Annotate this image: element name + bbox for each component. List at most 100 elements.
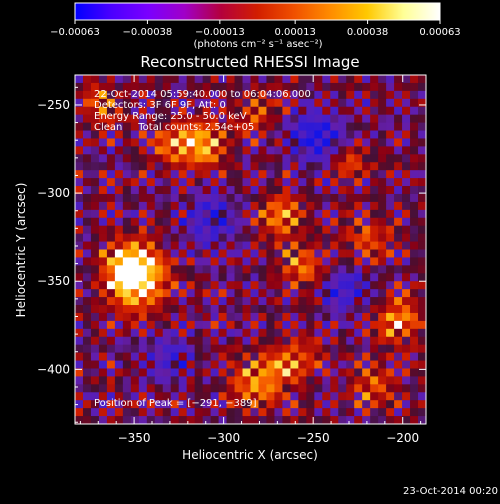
heat-cell [402, 289, 411, 298]
heat-cell [274, 281, 283, 290]
heat-cell [346, 114, 355, 123]
heat-cell [362, 201, 371, 211]
heat-cell [90, 217, 100, 227]
heat-cell [370, 257, 379, 266]
heat-cell [242, 162, 251, 171]
heat-cell [178, 281, 188, 290]
heat-cell [314, 281, 323, 290]
heat-cell [154, 281, 164, 290]
heat-cell [322, 186, 331, 195]
heat-cell [274, 305, 283, 314]
heat-cell [250, 122, 259, 131]
heat-cell [346, 336, 355, 346]
heat-cell [154, 130, 164, 139]
heat-cell [202, 170, 212, 179]
heat-cell [306, 154, 315, 163]
heat-cell [98, 400, 108, 409]
heat-cell [418, 352, 427, 361]
heat-cell [210, 82, 219, 92]
heat-cell [402, 114, 411, 123]
heat-cell [386, 241, 395, 250]
heat-cell [266, 368, 275, 377]
heat-cell [386, 90, 395, 100]
heat-cell [234, 106, 243, 116]
heat-cell [362, 154, 371, 163]
heat-cell [346, 201, 355, 211]
heat-cell [378, 114, 387, 123]
heat-cell [138, 82, 148, 92]
heat-cell [75, 328, 84, 338]
heat-cell [162, 225, 172, 235]
heat-cell [362, 360, 371, 369]
heat-cell [218, 305, 227, 314]
heat-cell [82, 328, 92, 338]
heat-cell [194, 257, 204, 266]
heat-cell [362, 90, 371, 100]
heat-cell [346, 352, 355, 361]
heat-cell [362, 130, 371, 139]
heat-cell [202, 90, 212, 100]
heat-cell [306, 320, 315, 330]
info-annotations: 22-Oct-2014 05:59:40.000 to 06:04:06.000… [94, 89, 311, 409]
heat-cell [370, 75, 379, 84]
heat-cell [410, 241, 419, 250]
plot-frame [74, 74, 427, 425]
heat-cell [186, 193, 196, 203]
heat-cell [202, 392, 212, 401]
heat-cell [234, 146, 243, 155]
heat-cell [362, 368, 371, 377]
heat-cell [146, 162, 156, 171]
heat-cell [186, 336, 196, 346]
heat-cell [418, 186, 427, 195]
heat-cell [146, 75, 156, 84]
heat-cell [418, 130, 427, 139]
heat-cell [250, 233, 259, 242]
heat-cell [330, 328, 339, 338]
heat-cell [194, 416, 204, 425]
heat-cell [194, 130, 204, 139]
heat-cell [82, 416, 92, 425]
heat-cell [218, 336, 227, 346]
heat-cell [82, 376, 92, 385]
heat-cell [178, 312, 188, 322]
heat-cell [362, 209, 371, 219]
heat-cell [290, 336, 299, 346]
heat-cell [386, 352, 395, 361]
heat-cell [202, 312, 212, 322]
heat-cell [234, 368, 243, 377]
heat-cell [210, 225, 219, 235]
heat-cell [98, 265, 108, 274]
heat-cell [154, 138, 164, 147]
heat-cell [346, 193, 355, 203]
heat-cell [194, 122, 204, 131]
heat-cell [234, 297, 243, 306]
heat-cell [290, 360, 299, 369]
heat-cell [154, 90, 164, 100]
heat-cell [274, 178, 283, 187]
heat-cell [282, 114, 291, 123]
heat-cell [226, 98, 235, 108]
heat-cell [178, 162, 188, 171]
heat-cell [202, 154, 212, 163]
heat-cell [154, 122, 164, 131]
heat-cell [75, 265, 84, 274]
heat-cell [218, 257, 227, 266]
heat-cell [402, 257, 411, 266]
heat-cell [178, 297, 188, 306]
heat-cell [266, 225, 275, 235]
heat-cell [170, 98, 180, 108]
heat-cell [306, 400, 315, 409]
heat-cell [138, 201, 148, 211]
heat-cell [330, 408, 339, 417]
heat-cell [114, 217, 124, 227]
heat-cell [194, 114, 204, 123]
heat-cell [354, 209, 363, 219]
heat-cell [202, 82, 212, 92]
heat-cell [98, 82, 108, 92]
heat-cell [266, 209, 275, 219]
heat-cell [122, 400, 132, 409]
heat-cell [114, 249, 124, 258]
heat-cell [250, 193, 259, 203]
heat-cell [282, 122, 291, 131]
heat-cell [186, 170, 196, 179]
